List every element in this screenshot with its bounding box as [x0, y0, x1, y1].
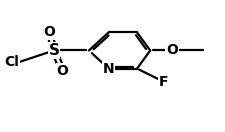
Text: O: O: [165, 43, 177, 58]
Text: O: O: [43, 25, 55, 39]
Text: O: O: [56, 64, 68, 78]
Text: N: N: [102, 62, 114, 76]
Text: S: S: [48, 43, 59, 58]
Text: F: F: [158, 74, 167, 89]
Text: Cl: Cl: [4, 55, 19, 69]
